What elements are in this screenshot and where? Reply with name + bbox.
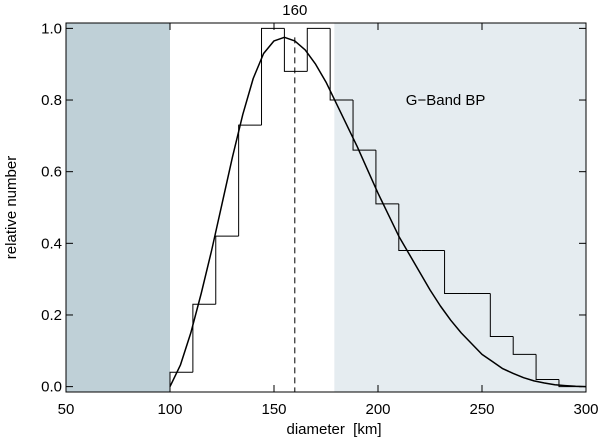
plot-frame <box>65 22 587 393</box>
histogram-bar <box>169 371 193 387</box>
shaded-region-1 <box>334 23 586 392</box>
y-tick-label: 0.4 <box>41 235 62 252</box>
histogram-bar <box>398 203 422 251</box>
x-tick-label: 300 <box>573 401 598 418</box>
peak-label: 160 <box>282 2 307 19</box>
y-tick-label: 0.8 <box>41 92 62 109</box>
histogram-bar <box>444 250 468 294</box>
fit-curve-line <box>169 36 587 388</box>
y-tick-label: 1.0 <box>41 20 62 37</box>
histogram-bar <box>261 27 285 126</box>
histogram <box>169 27 582 388</box>
shaded-regions <box>66 23 586 392</box>
y-tick-label: 0.0 <box>41 379 62 396</box>
annotation-text: G−Band BP <box>406 92 486 109</box>
histogram-bar <box>283 28 308 72</box>
x-tick-label: 250 <box>469 401 494 418</box>
ticks: 50 100 150 200 250 300 0.0 0.2 0.4 0.6 0.8 1.0 <box>41 20 598 418</box>
histogram-bar <box>352 100 376 151</box>
histogram-bar <box>489 293 514 337</box>
histogram-bar <box>329 28 354 101</box>
x-tick-label: 50 <box>58 401 75 418</box>
shaded-region-0 <box>66 23 170 392</box>
histogram-bar <box>512 336 537 355</box>
histogram-bar <box>306 27 331 72</box>
x-axis-label: diameter [km] <box>286 421 381 438</box>
y-axis-label: relative number <box>3 156 20 259</box>
y-tick-label: 0.6 <box>41 164 62 181</box>
histogram-bar <box>215 235 239 305</box>
x-tick-label: 100 <box>157 401 182 418</box>
histogram-bar <box>192 303 216 373</box>
plot-border <box>65 22 587 393</box>
y-tick-label: 0.2 <box>41 307 62 324</box>
x-tick-label: 150 <box>261 401 286 418</box>
histogram-bar <box>535 354 559 380</box>
x-tick-label: 200 <box>365 401 390 418</box>
fit-curve <box>169 36 587 388</box>
histogram-bar <box>238 124 262 237</box>
histogram-bar <box>375 150 399 205</box>
